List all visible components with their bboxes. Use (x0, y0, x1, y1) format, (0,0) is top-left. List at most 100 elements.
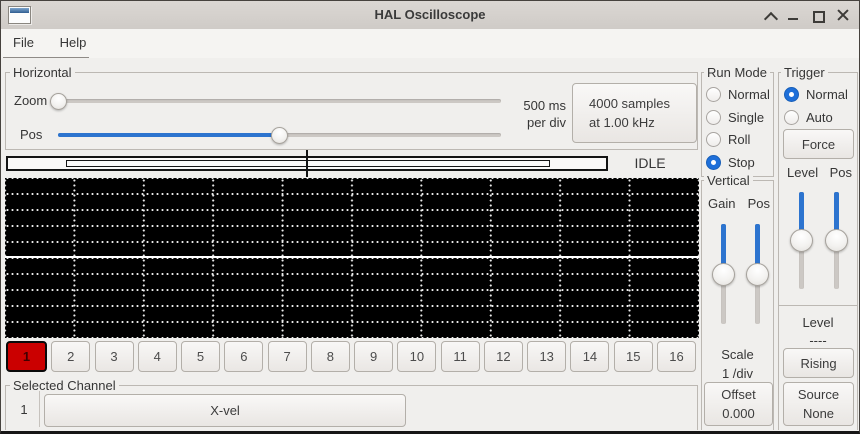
channel-button-3[interactable]: 3 (94, 341, 134, 372)
offset-button-value: 0.000 (722, 406, 755, 421)
minimize-icon[interactable] (787, 9, 799, 21)
menubar: File Help (1, 29, 859, 58)
record-window-indicator (66, 160, 550, 167)
channel-button-15[interactable]: 15 (613, 341, 653, 372)
timebase-value: 500 ms (523, 98, 566, 113)
gain-slider-label: Gain (708, 196, 736, 211)
runmode-radio-single[interactable]: Single (706, 109, 764, 126)
trigger-source-label: Source (797, 387, 840, 402)
channel-button-7[interactable]: 7 (267, 341, 307, 372)
trigger-level-label: Level (787, 165, 819, 180)
run-mode-frame-label: Run Mode (704, 65, 770, 80)
channel-button-row: 1 2 3 4 5 6 7 8 9 10 11 12 13 14 15 16 (6, 341, 696, 372)
radio-icon (784, 87, 799, 102)
trigger-level-slider[interactable] (790, 192, 813, 289)
window-menu-icon[interactable] (8, 6, 31, 24)
run-mode-frame: Run Mode Normal Single Roll Stop (701, 65, 774, 177)
channel-button-11[interactable]: 11 (440, 341, 480, 372)
offset-button-label: Offset (721, 387, 756, 402)
runmode-radio-roll[interactable]: Roll (706, 131, 750, 148)
vertical-frame: Vertical Gain Pos Scale 1 /div Offset 0.… (701, 173, 774, 430)
scale-label: Scale (721, 347, 754, 362)
channel-button-9[interactable]: 9 (354, 341, 394, 372)
timebase-unit: per div (526, 115, 566, 130)
trigger-radio-normal[interactable]: Normal (784, 86, 848, 103)
trigger-level-handle[interactable] (790, 229, 813, 252)
trigger-pos-slider[interactable] (825, 192, 848, 289)
record-length-button[interactable]: 4000 samples at 1.00 kHz (572, 83, 697, 143)
gain-slider-handle[interactable] (712, 262, 735, 286)
selected-channel-number: 1 (20, 402, 28, 417)
vpos-slider-fill (755, 224, 760, 274)
channel-button-10[interactable]: 10 (397, 341, 437, 372)
trigger-source-button[interactable]: Source None (783, 382, 854, 426)
channel-button-6[interactable]: 6 (224, 341, 264, 372)
trigger-radio-auto[interactable]: Auto (784, 109, 833, 126)
channel-button-14[interactable]: 14 (570, 341, 610, 372)
scope-trace-channel-1 (5, 256, 699, 258)
pos-slider-handle[interactable] (271, 126, 288, 144)
maximize-icon[interactable] (812, 9, 825, 23)
channel-button-4[interactable]: 4 (137, 341, 177, 372)
selected-channel-frame-label: Selected Channel (10, 378, 119, 393)
acquisition-status: IDLE (634, 155, 666, 171)
menu-file[interactable]: File (13, 35, 34, 50)
menubar-underline (3, 57, 89, 58)
trigger-edge-button[interactable]: Rising (783, 348, 854, 378)
close-icon[interactable] (837, 9, 849, 21)
record-length-samples: 4000 samples (589, 96, 670, 111)
radio-icon (784, 110, 799, 125)
window-controls (765, 1, 849, 29)
trigger-frame-label: Trigger (781, 65, 828, 80)
trigger-level-fill (799, 192, 804, 241)
trigger-source-value: None (802, 406, 835, 421)
radio-icon (706, 110, 721, 125)
channel-button-16[interactable]: 16 (656, 341, 696, 372)
horizontal-pos-slider[interactable] (58, 126, 501, 144)
channel-button-5[interactable]: 5 (181, 341, 221, 372)
runmode-radio-normal[interactable]: Normal (706, 86, 770, 103)
titlebar: HAL Oscilloscope (1, 1, 859, 30)
timebase-readout: 500 ms per div (502, 97, 566, 131)
trigger-pos-fill (834, 192, 839, 241)
menu-help[interactable]: Help (59, 35, 87, 50)
channel-button-13[interactable]: 13 (527, 341, 567, 372)
horizontal-frame: Horizontal Zoom Pos 500 ms per div 4000 … (5, 65, 698, 150)
radio-icon (706, 132, 721, 147)
trigger-level-readout-value: ---- (809, 333, 827, 348)
offset-button[interactable]: Offset 0.000 (704, 382, 773, 426)
pos-slider-fill (58, 133, 280, 137)
pos-slider-label: Pos (20, 127, 43, 142)
trigger-pos-handle[interactable] (825, 229, 848, 252)
radio-icon (706, 87, 721, 102)
shade-icon[interactable] (765, 11, 774, 20)
record-length-rate: at 1.00 kHz (589, 115, 655, 130)
radio-icon (706, 155, 721, 170)
vertical-gain-slider[interactable] (712, 224, 735, 324)
vertical-slider-labels: Gain Pos (708, 196, 770, 211)
zoom-slider-handle[interactable] (49, 92, 67, 110)
vertical-frame-label: Vertical (704, 173, 753, 188)
zoom-slider-track (58, 99, 501, 103)
channel-button-2[interactable]: 2 (51, 341, 91, 372)
vpos-slider-handle[interactable] (746, 262, 769, 286)
trigger-frame: Trigger Normal Auto Force Level Pos Leve… (778, 65, 858, 430)
trigger-slider-labels: Level Pos (787, 165, 852, 180)
scale-value: 1 /div (721, 366, 754, 381)
vertical-pos-slider[interactable] (746, 224, 769, 324)
channel-button-12[interactable]: 12 (483, 341, 523, 372)
horizontal-zoom-slider[interactable] (49, 92, 501, 110)
force-trigger-button[interactable]: Force (783, 129, 854, 159)
window-title: HAL Oscilloscope (374, 7, 486, 22)
trigger-pos-label: Pos (829, 165, 852, 180)
horizontal-frame-label: Horizontal (10, 65, 75, 80)
channel-button-1[interactable]: 1 (6, 341, 47, 372)
scope-display (5, 178, 699, 338)
channel-source-button[interactable]: X-vel (44, 394, 406, 427)
trigger-position-marker (306, 150, 308, 177)
trigger-separator (779, 305, 857, 306)
channel-button-8[interactable]: 8 (310, 341, 350, 372)
selected-channel-frame: Selected Channel 1 X-vel (5, 378, 698, 430)
runmode-radio-stop[interactable]: Stop (706, 154, 755, 171)
